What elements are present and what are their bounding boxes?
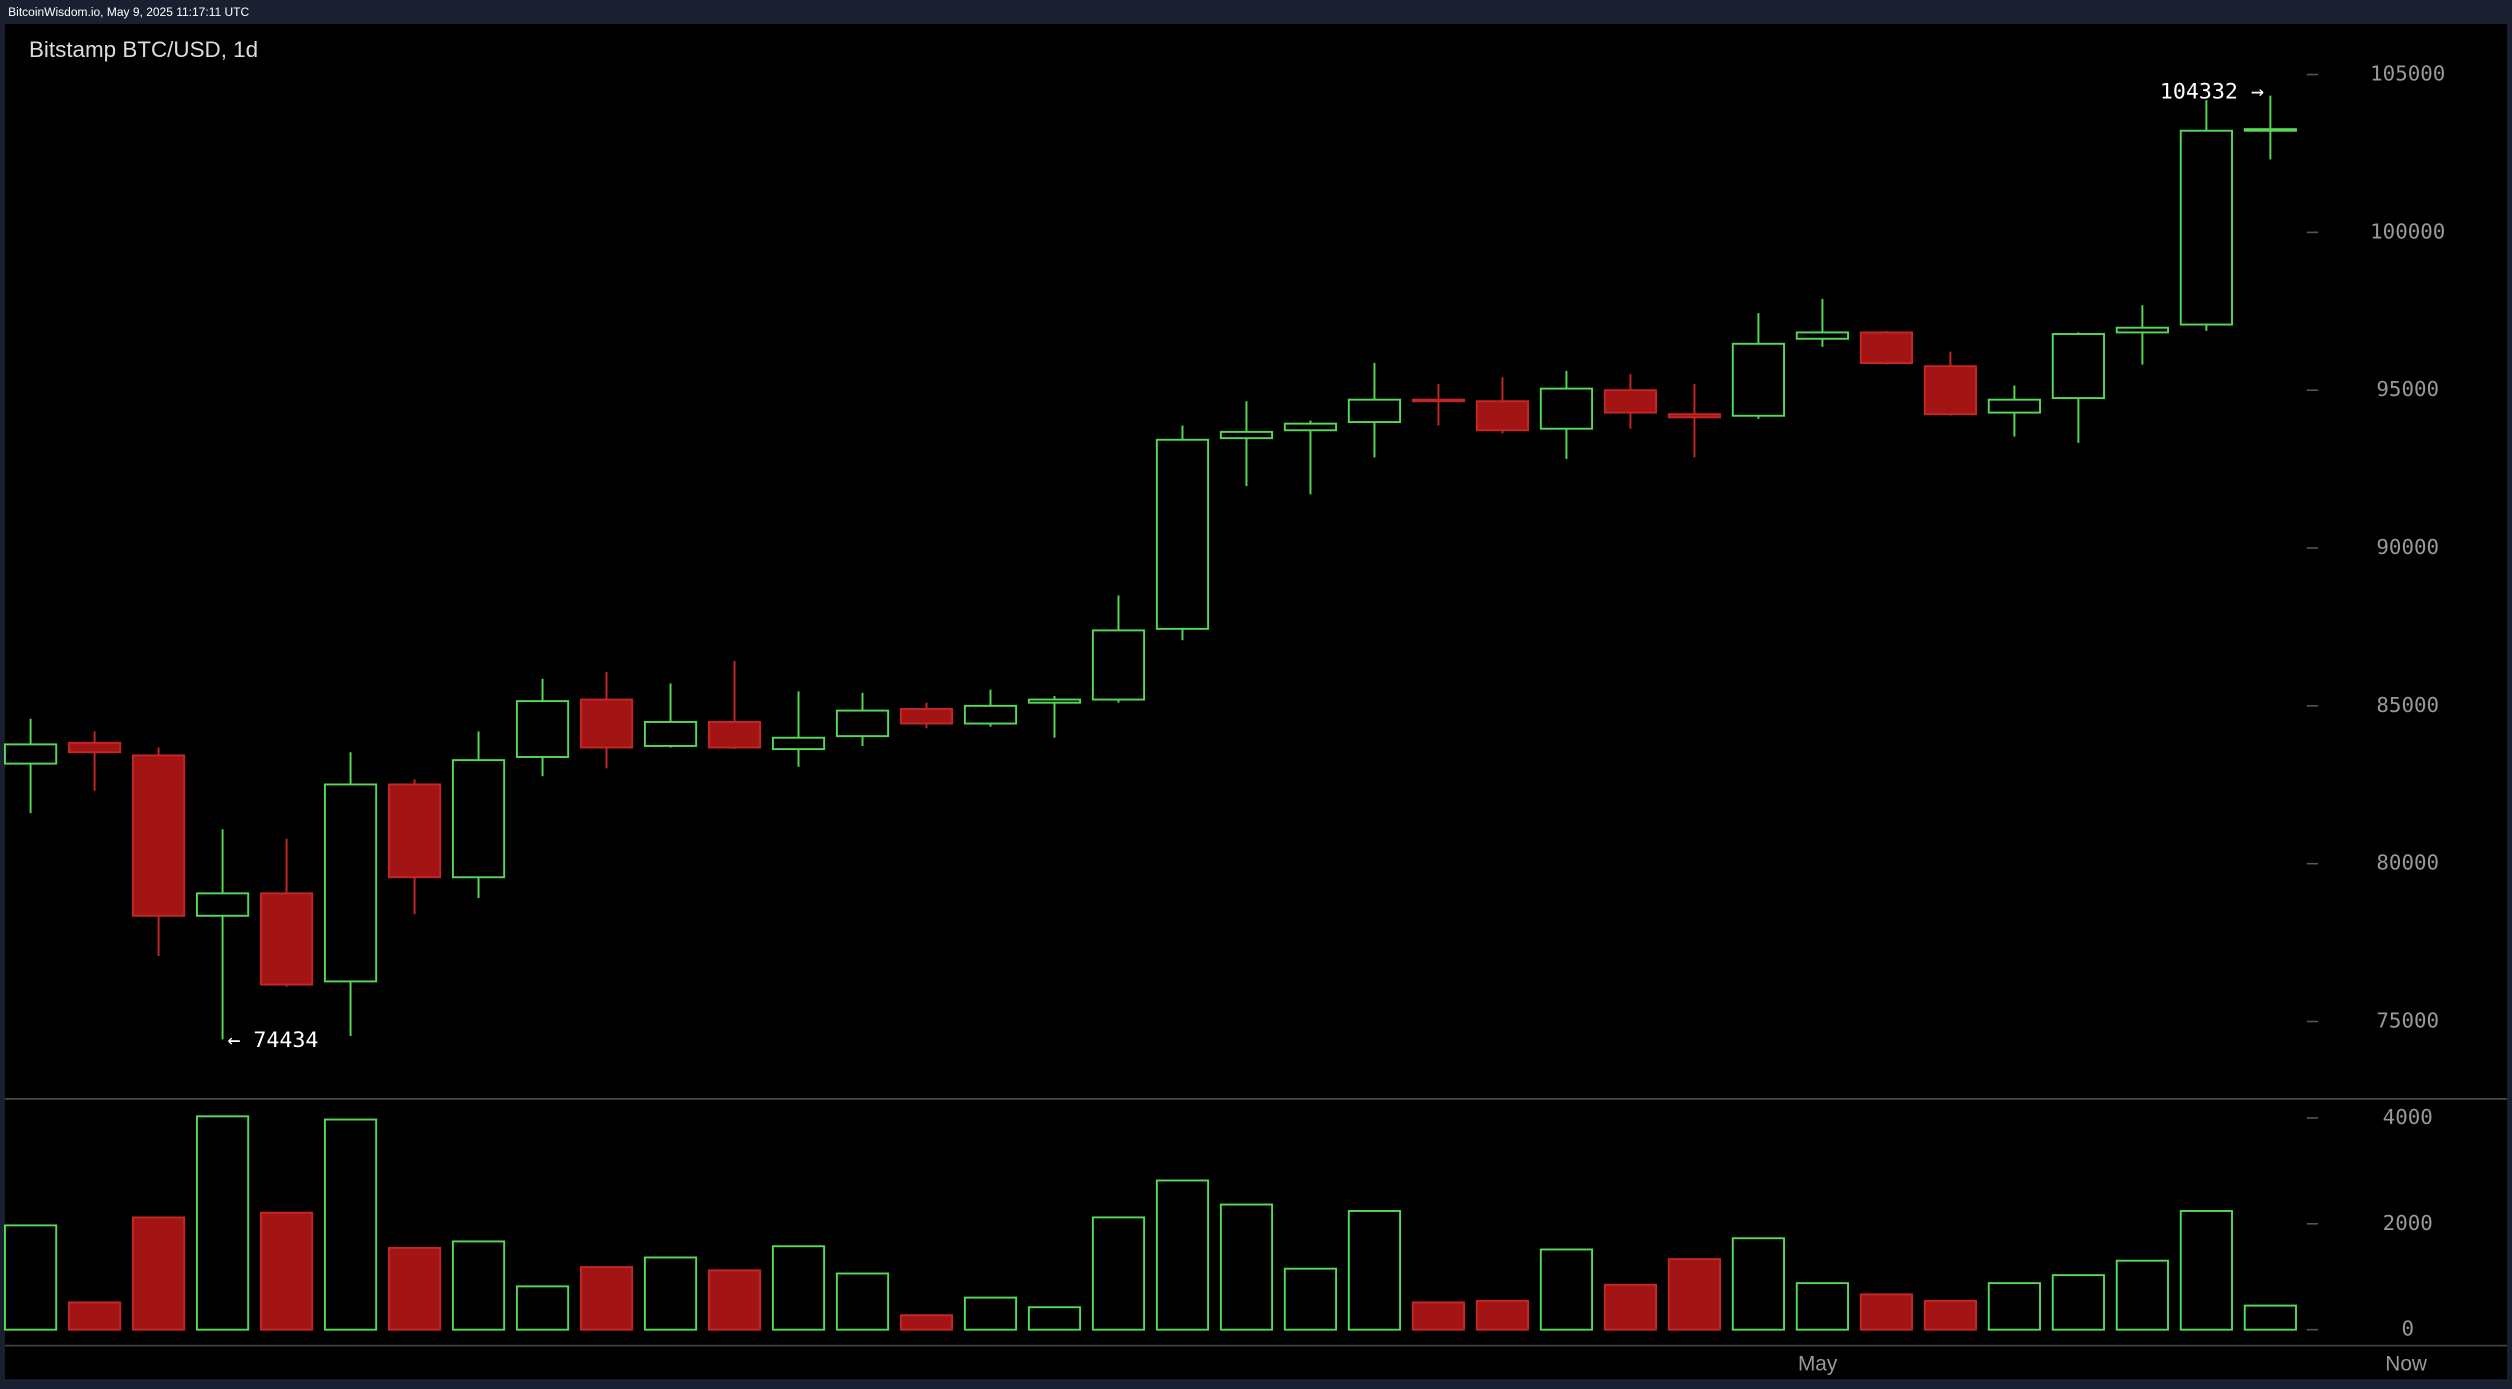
y-tick-label: 75000 xyxy=(2376,1009,2439,1033)
candle-body xyxy=(1859,331,1913,365)
volume-bar xyxy=(1411,1301,1466,1331)
volume-bar xyxy=(1987,1282,2041,1331)
volume-bar xyxy=(2051,1274,2105,1331)
candle-body xyxy=(1219,430,1274,440)
volume-bar xyxy=(1795,1282,1850,1331)
candle-body xyxy=(2243,128,2297,132)
volume-bar xyxy=(835,1272,890,1331)
candle-body xyxy=(963,704,1018,725)
volume-bar xyxy=(2179,1210,2233,1331)
volume-bar xyxy=(1731,1237,1786,1331)
y-tick-label: 100000 xyxy=(2370,219,2445,243)
min-annotation: ← 74434 xyxy=(227,1028,318,1053)
volume-bar xyxy=(1155,1179,1210,1331)
candle-body xyxy=(323,783,378,983)
volume-bar xyxy=(3,1224,58,1331)
volume-bar xyxy=(1667,1258,1722,1331)
candle-body xyxy=(1475,400,1530,432)
volume-bar xyxy=(515,1285,570,1331)
volume-bar xyxy=(1027,1306,1082,1331)
volume-bar xyxy=(1219,1203,1274,1331)
volume-tick-label: 0 xyxy=(2401,1317,2414,1341)
y-tick-label: 95000 xyxy=(2376,377,2439,401)
volume-bar xyxy=(323,1118,378,1331)
volume-bar xyxy=(1603,1283,1658,1331)
candle-body xyxy=(3,743,58,765)
y-tick-label: 105000 xyxy=(2370,62,2445,86)
x-end-label: Now xyxy=(2385,1352,2428,1375)
candle-body xyxy=(1283,422,1338,432)
volume-bar xyxy=(963,1296,1018,1331)
max-annotation: 104332 → xyxy=(2160,79,2264,104)
volume-bar xyxy=(2243,1304,2297,1331)
volume-bar xyxy=(131,1216,186,1331)
candle-body xyxy=(451,759,506,879)
candle-body xyxy=(67,741,122,754)
volume-bar xyxy=(579,1266,634,1331)
candle-body xyxy=(515,700,570,758)
volume-bar xyxy=(1859,1293,1913,1331)
volume-bar xyxy=(643,1256,698,1331)
chart-title: Bitstamp BTC/USD, 1d xyxy=(29,37,258,62)
volume-bar xyxy=(195,1115,250,1331)
y-tick-label: 80000 xyxy=(2376,851,2439,875)
candle-body xyxy=(1155,438,1210,630)
candle-body xyxy=(579,698,634,749)
candle-body xyxy=(131,754,186,917)
volume-tick-label: 2000 xyxy=(2383,1211,2433,1235)
candle-body xyxy=(1347,398,1402,424)
y-tick-label: 85000 xyxy=(2376,693,2439,717)
volume-bar xyxy=(1283,1267,1338,1331)
candle-body xyxy=(195,892,250,917)
candle-body xyxy=(387,783,442,879)
plot-panel xyxy=(4,24,2508,1380)
candle-body xyxy=(1667,413,1722,419)
volume-bar xyxy=(1539,1248,1594,1331)
volume-bar xyxy=(451,1240,506,1331)
candle-body xyxy=(1795,331,1850,340)
volume-bar xyxy=(1091,1216,1146,1331)
volume-bar xyxy=(707,1269,762,1331)
candle-body xyxy=(1923,365,1977,416)
candle-body xyxy=(2115,326,2169,334)
volume-bar xyxy=(1923,1299,1977,1331)
volume-bar xyxy=(899,1314,954,1331)
candle-body xyxy=(1539,387,1594,430)
candle-body xyxy=(259,892,314,986)
volume-tick-label: 4000 xyxy=(2383,1105,2433,1129)
candle-body xyxy=(1731,342,1786,417)
volume-bar xyxy=(771,1245,826,1331)
x-tick-label: May xyxy=(1798,1352,1838,1375)
candle-body xyxy=(899,708,954,725)
volume-bar xyxy=(387,1246,442,1331)
source-label: BitcoinWisdom.io, May 9, 2025 11:17:11 U… xyxy=(8,5,249,19)
volume-bar xyxy=(1475,1299,1530,1331)
candle-body xyxy=(1027,698,1082,704)
candle-body xyxy=(835,709,890,738)
volume-bar xyxy=(1347,1210,1402,1331)
candle-body xyxy=(2179,129,2233,326)
candle-body xyxy=(1603,389,1658,414)
candle-body xyxy=(771,736,826,751)
candle-body xyxy=(1987,398,2041,414)
candle-body xyxy=(2051,333,2105,400)
candle-body xyxy=(1091,629,1146,701)
candle-body xyxy=(643,720,698,747)
volume-bar xyxy=(2115,1259,2169,1331)
candle-body xyxy=(1411,398,1466,403)
volume-bar xyxy=(67,1301,122,1331)
y-tick-label: 90000 xyxy=(2376,535,2439,559)
candle-body xyxy=(707,720,762,749)
volume-bar xyxy=(259,1211,314,1331)
